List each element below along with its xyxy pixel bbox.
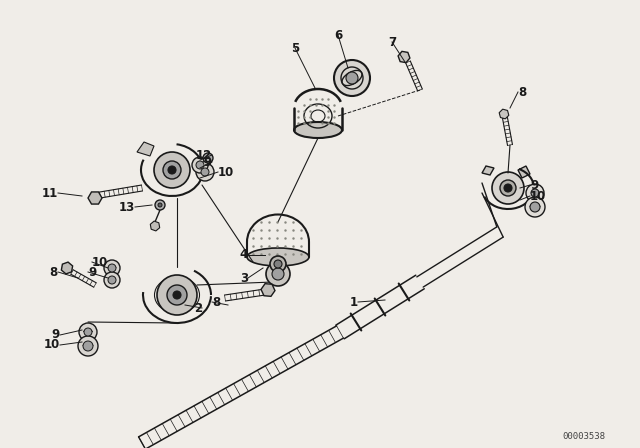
Circle shape	[155, 200, 165, 210]
Circle shape	[346, 72, 358, 84]
Text: 8: 8	[50, 266, 58, 279]
Text: 00003538: 00003538	[562, 431, 605, 440]
Circle shape	[272, 268, 284, 280]
Polygon shape	[137, 142, 154, 156]
Circle shape	[196, 163, 214, 181]
Circle shape	[500, 180, 516, 196]
Circle shape	[270, 256, 286, 272]
Circle shape	[104, 260, 120, 276]
Circle shape	[158, 203, 162, 207]
Text: 9: 9	[204, 155, 212, 168]
Text: 3: 3	[240, 271, 248, 284]
Text: 5: 5	[291, 42, 299, 55]
Text: 10: 10	[530, 190, 547, 202]
Polygon shape	[261, 284, 275, 296]
Polygon shape	[150, 221, 160, 231]
Text: 2: 2	[194, 302, 202, 314]
Circle shape	[79, 323, 97, 341]
Circle shape	[203, 153, 213, 163]
Circle shape	[104, 272, 120, 288]
Circle shape	[173, 291, 181, 299]
Circle shape	[192, 157, 208, 173]
Polygon shape	[88, 192, 102, 204]
Circle shape	[196, 161, 204, 169]
Circle shape	[108, 264, 116, 272]
Circle shape	[84, 328, 92, 336]
Text: 10: 10	[44, 339, 60, 352]
Ellipse shape	[294, 122, 342, 138]
Polygon shape	[482, 166, 494, 175]
Text: 9: 9	[530, 178, 538, 191]
Polygon shape	[499, 109, 509, 119]
Text: 8: 8	[518, 86, 526, 99]
Circle shape	[154, 152, 190, 188]
Circle shape	[492, 172, 524, 204]
Polygon shape	[398, 52, 410, 63]
Polygon shape	[61, 262, 72, 274]
Text: 4: 4	[240, 249, 248, 262]
Text: 12: 12	[196, 148, 212, 161]
Circle shape	[525, 197, 545, 217]
Circle shape	[201, 168, 209, 176]
Circle shape	[163, 161, 181, 179]
Text: 10: 10	[218, 165, 234, 178]
Text: 11: 11	[42, 186, 58, 199]
Text: 13: 13	[119, 201, 135, 214]
Text: 9: 9	[52, 328, 60, 341]
Circle shape	[530, 202, 540, 212]
Circle shape	[274, 260, 282, 268]
Circle shape	[167, 285, 187, 305]
Ellipse shape	[247, 248, 309, 266]
Circle shape	[531, 189, 539, 197]
Text: 1: 1	[350, 296, 358, 309]
Circle shape	[266, 262, 290, 286]
Text: 7: 7	[388, 35, 396, 48]
Circle shape	[83, 341, 93, 351]
Circle shape	[78, 336, 98, 356]
Text: 9: 9	[88, 266, 96, 279]
Text: 6: 6	[334, 29, 342, 42]
Circle shape	[108, 276, 116, 284]
Circle shape	[157, 275, 197, 315]
Polygon shape	[518, 166, 530, 178]
Text: 8: 8	[212, 296, 220, 309]
Circle shape	[504, 184, 512, 192]
Text: 10: 10	[92, 255, 108, 268]
Circle shape	[168, 166, 176, 174]
Circle shape	[526, 184, 544, 202]
Circle shape	[334, 60, 370, 96]
